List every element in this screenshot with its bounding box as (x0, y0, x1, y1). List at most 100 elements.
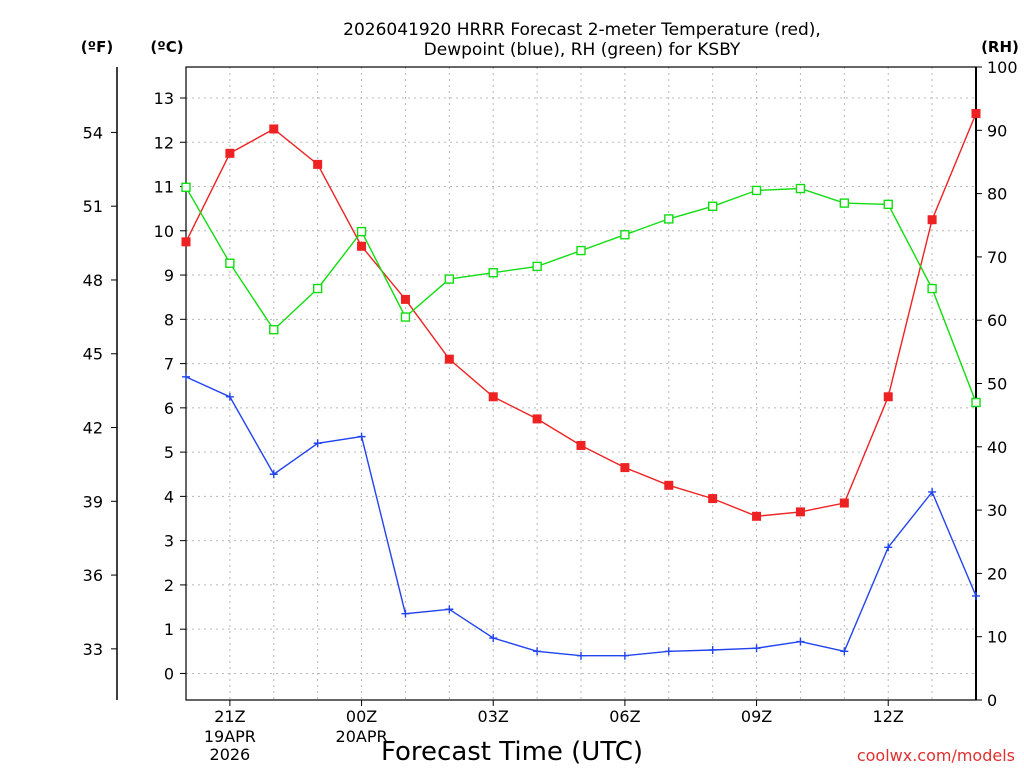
fahrenheit-tick-45: 45 (83, 345, 103, 364)
credit-text: coolwx.com/models (857, 746, 1015, 765)
plot-frame (185, 66, 977, 701)
celsius-tick-5: 5 (164, 443, 174, 462)
dewpoint-point-29 (577, 651, 585, 660)
celsius-tick-11: 11 (154, 178, 174, 197)
temperature-point-22 (269, 124, 279, 134)
dewpoint-point-21 (225, 392, 234, 401)
fahrenheit-tick-33: 33 (83, 640, 103, 659)
rh-point-26 (444, 274, 455, 284)
rh-unit-label: (RH) (981, 38, 1019, 56)
temperature-point-38 (971, 108, 981, 118)
rh-tick-40: 40 (987, 438, 1007, 457)
title-line-1: 2026041920 HRRR Forecast 2-meter Tempera… (343, 20, 821, 40)
time-tick-00Z: 00Z (346, 707, 377, 726)
rh-tick-10: 10 (987, 628, 1007, 647)
dewpoint-point-23 (313, 439, 322, 448)
fahrenheit-tick-39: 39 (83, 492, 103, 511)
temperature-point-20 (181, 237, 191, 247)
time-tick-date-19APR: 19APR (204, 727, 256, 746)
rh-tick-30: 30 (987, 501, 1007, 520)
temperature-point-21 (225, 148, 235, 158)
celsius-tick-1: 1 (164, 620, 174, 639)
rh-point-28 (532, 261, 542, 272)
fahrenheit-tick-42: 42 (83, 419, 103, 438)
rh-point-38 (971, 397, 981, 408)
dewpoint-point-38 (972, 591, 980, 600)
axes (116, 66, 977, 701)
celsius-tick-8: 8 (164, 310, 174, 329)
rh-tick-90: 90 (987, 121, 1007, 140)
dewpoint-point-26 (445, 605, 454, 614)
fahrenheit-tick-48: 48 (83, 271, 103, 290)
dewpoint-point-20 (182, 372, 190, 381)
rh-tick-70: 70 (987, 248, 1007, 267)
rh-line (185, 186, 977, 403)
title-line-2: Dewpoint (blue), RH (green) for KSBY (424, 40, 741, 60)
celsius-unit-label: (ºC) (150, 38, 183, 56)
rh-tick-50: 50 (987, 375, 1007, 394)
temperature-point-30 (620, 463, 630, 473)
time-tick-date-2026: 2026 (210, 745, 251, 764)
rh-point-31 (664, 214, 674, 224)
celsius-tick-2: 2 (164, 576, 174, 595)
temperature-point-28 (532, 414, 542, 424)
temperature-point-34 (795, 507, 805, 517)
dewpoint-point-27 (489, 634, 498, 643)
temperature-point-37 (927, 215, 937, 225)
time-tick-date-20APR: 20APR (336, 727, 388, 746)
dewpoint-point-22 (269, 470, 278, 479)
rh-point-22 (269, 324, 279, 335)
fahrenheit-tick-51: 51 (83, 197, 103, 216)
dewpoint-point-37 (928, 487, 937, 496)
temperature-point-24 (357, 241, 367, 251)
temperature-point-36 (883, 392, 893, 402)
rh-point-24 (356, 226, 367, 237)
time-tick-12Z: 12Z (873, 707, 904, 726)
rh-point-23 (312, 283, 323, 294)
celsius-tick-12: 12 (154, 133, 174, 152)
temperature-point-23 (313, 159, 323, 169)
celsius-tick-13: 13 (154, 89, 174, 108)
celsius-tick-9: 9 (164, 266, 174, 285)
temperature-point-31 (664, 480, 674, 490)
data-series (181, 108, 981, 660)
fahrenheit-unit-label: (ºF) (81, 38, 113, 56)
celsius-tick-7: 7 (164, 355, 174, 374)
celsius-tick-6: 6 (164, 399, 174, 418)
dewpoint-point-24 (357, 432, 366, 441)
rh-tick-60: 60 (987, 311, 1007, 330)
grid-lines (186, 67, 976, 700)
rh-point-37 (927, 283, 937, 294)
dewpoint-point-28 (533, 647, 542, 656)
rh-point-29 (576, 245, 586, 256)
celsius-tick-0: 0 (164, 664, 174, 683)
dewpoint-point-35 (840, 647, 849, 656)
chart-title: 2026041920 HRRR Forecast 2-meter Tempera… (343, 20, 821, 60)
temperature-point-27 (488, 392, 498, 402)
time-tick-03Z: 03Z (478, 707, 509, 726)
celsius-tick-4: 4 (164, 487, 174, 506)
rh-tick-0: 0 (987, 691, 997, 710)
celsius-tick-10: 10 (154, 222, 174, 241)
celsius-tick-3: 3 (164, 532, 174, 551)
temperature-point-25 (400, 294, 410, 304)
rh-point-35 (839, 198, 850, 208)
rh-point-20 (181, 182, 191, 192)
rh-point-32 (707, 201, 718, 211)
dewpoint-point-33 (752, 644, 761, 653)
temperature-point-33 (752, 511, 762, 521)
x-axis-label: Forecast Time (UTC) (381, 737, 643, 767)
dewpoint-point-36 (884, 543, 893, 552)
temperature-point-35 (839, 498, 849, 508)
fahrenheit-axis: 33 36 39 42 45 48 51 54 (83, 123, 117, 659)
time-tick-06Z: 06Z (609, 707, 640, 726)
rh-point-25 (400, 312, 411, 322)
temperature-point-32 (708, 494, 718, 504)
time-tick-21Z: 21Z (214, 707, 245, 726)
dewpoint-point-30 (620, 651, 629, 660)
dewpoint-point-34 (796, 637, 805, 646)
dewpoint-point-25 (401, 609, 410, 618)
rh-point-27 (488, 268, 498, 278)
